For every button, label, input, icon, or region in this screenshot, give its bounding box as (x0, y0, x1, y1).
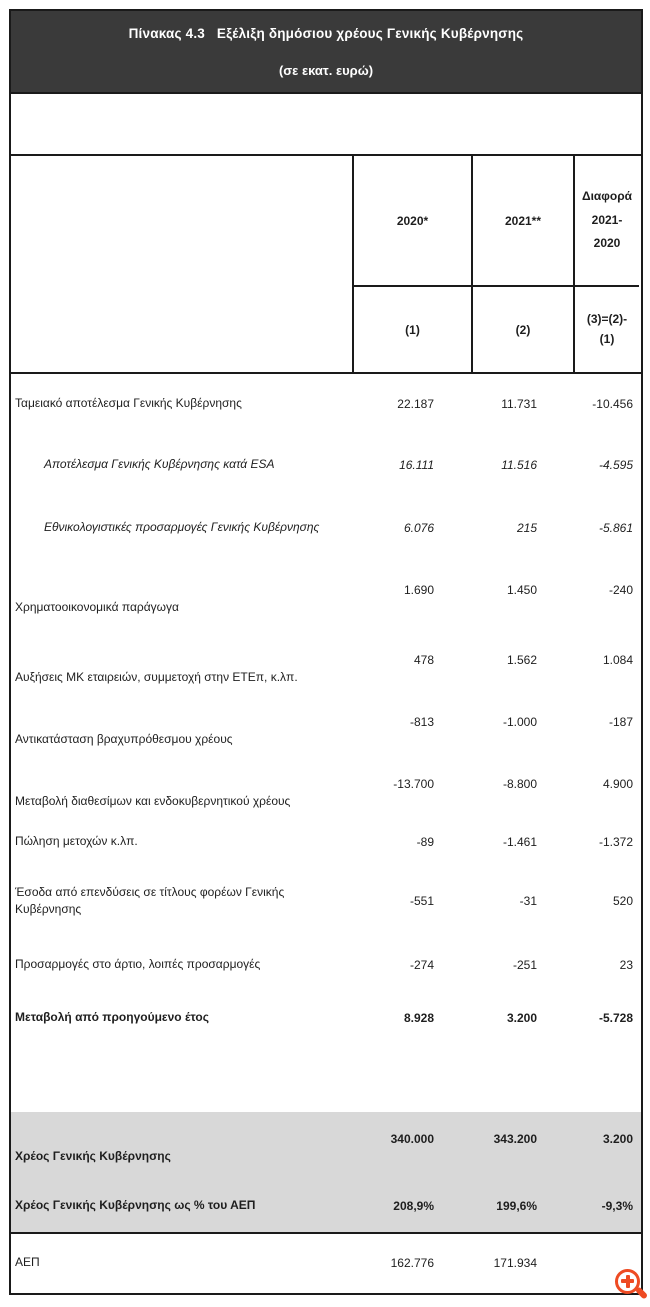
value-diff: -1.372 (598, 835, 633, 849)
blank-band (11, 94, 641, 156)
table-row: Μεταβολή διαθεσίμων και ενδοκυβερνητικού… (11, 759, 641, 822)
table-title-block: Πίνακας 4.3 Εξέλιξη δημόσιου χρέους Γενι… (11, 11, 641, 94)
header-colnum-3: (3)=(2)- (1) (573, 287, 639, 372)
value-2020: 1.690 (403, 582, 434, 597)
row-label: Χρέος Γενικής Κυβέρνησης ως % του ΑΕΠ (15, 1198, 256, 1213)
value-2021: -1.461 (502, 835, 537, 849)
value-2020: 162.776 (390, 1255, 434, 1270)
value-2020: 8.928 (403, 1010, 434, 1025)
header-colnum-2: (2) (471, 287, 573, 372)
value-2020: 22.187 (397, 397, 434, 411)
value-diff: -5.728 (598, 1010, 633, 1025)
value-diff: 4.900 (602, 776, 633, 791)
blank-spacer (11, 1045, 641, 1112)
table-row: Αυξήσεις ΜΚ εταιρειών, συμμετοχή στην ΕΤ… (11, 634, 641, 699)
row-label: Εθνικολογιστικές προσαρμογές Γενικής Κυβ… (44, 519, 320, 534)
value-diff: 23 (619, 958, 633, 972)
value-2020: -89 (416, 835, 434, 849)
value-2021: 3.200 (506, 1010, 537, 1025)
value-2020: -274 (409, 958, 434, 972)
value-2021: 199,6% (496, 1199, 537, 1213)
table-row: Πώληση μετοχών κ.λπ. -89 -1.461 -1.372 (11, 822, 641, 862)
value-diff: 1.084 (602, 652, 633, 667)
value-2020: 478 (413, 652, 434, 667)
value-2020: -551 (409, 894, 434, 908)
value-2021: -1.000 (502, 715, 537, 729)
row-label: Πώληση μετοχών κ.λπ. (15, 834, 138, 849)
value-diff: -187 (608, 715, 633, 729)
value-2021: 1.562 (506, 652, 537, 667)
value-diff: -10.456 (592, 397, 633, 411)
row-label: Χρέος Γενικής Κυβέρνησης (15, 1149, 171, 1164)
table-row-total-change: Μεταβολή από προηγούμενο έτος 8.928 3.20… (11, 990, 641, 1045)
value-2021: 11.731 (501, 397, 537, 411)
value-2020: 208,9% (393, 1199, 434, 1213)
table-row: Χρηματοοικονομικά παράγωγα 1.690 1.450 -… (11, 559, 641, 634)
table-row: Αποτέλεσμα Γενικής Κυβέρνησης κατά ESA 1… (11, 434, 641, 496)
zoom-in-icon[interactable] (612, 1264, 650, 1306)
table-row: Εθνικολογιστικές προσαρμογές Γενικής Κυβ… (11, 496, 641, 559)
table-row-gdp: ΑΕΠ 162.776 171.934 (11, 1232, 641, 1291)
row-label: Έσοδα από επενδύσεις σε τίτλους φορέων Γ… (15, 884, 285, 916)
table-row-debt-pct-gdp: Χρέος Γενικής Κυβέρνησης ως % του ΑΕΠ 20… (11, 1180, 641, 1232)
magnifier-circle (615, 1269, 640, 1294)
table-row: Έσοδα από επενδύσεις σε τίτλους φορέων Γ… (11, 862, 641, 940)
row-label: Αυξήσεις ΜΚ εταιρειών, συμμετοχή στην ΕΤ… (15, 669, 298, 684)
value-2020: 6.076 (403, 520, 434, 535)
value-2021: 171.934 (493, 1255, 537, 1270)
table-row: Αντικατάσταση βραχυπρόθεσμου χρέους -813… (11, 699, 641, 759)
plus-icon (625, 1274, 630, 1288)
header-year-2021: 2021** (471, 156, 573, 287)
value-diff: 520 (612, 894, 633, 908)
value-2020: -13.700 (393, 776, 434, 791)
value-diff: -5.861 (598, 520, 633, 535)
value-diff: -4.595 (598, 458, 633, 472)
value-2021: -31 (519, 894, 537, 908)
value-2020: -813 (409, 715, 434, 729)
header-year-2020: 2020* (352, 156, 471, 287)
row-label: Μεταβολή διαθεσίμων και ενδοκυβερνητικού… (15, 793, 291, 808)
value-2021: 11.516 (501, 458, 537, 472)
value-2021: -251 (512, 958, 537, 972)
table-row-debt: Χρέος Γενικής Κυβέρνησης 340.000 343.200… (11, 1112, 641, 1180)
value-2020: 340.000 (390, 1132, 434, 1146)
table-row: Προσαρμογές στο άρτιο, λοιπές προσαρμογέ… (11, 940, 641, 990)
column-header: 2020* 2021** Διαφορά 2021- 2020 (1) (2) … (11, 156, 641, 374)
row-label: Μεταβολή από προηγούμενο έτος (15, 1009, 209, 1024)
value-diff: 3.200 (602, 1132, 633, 1146)
table-title: Πίνακας 4.3 Εξέλιξη δημόσιου χρέους Γενι… (128, 25, 524, 41)
row-label: ΑΕΠ (15, 1254, 40, 1269)
value-diff: -240 (608, 582, 633, 597)
header-colnum-1: (1) (352, 287, 471, 372)
value-2020: 16.111 (399, 458, 434, 472)
header-diff: Διαφορά 2021- 2020 (573, 156, 639, 287)
public-debt-table: Πίνακας 4.3 Εξέλιξη δημόσιου χρέους Γενι… (9, 9, 643, 1295)
summary-section: Χρέος Γενικής Κυβέρνησης 340.000 343.200… (11, 1112, 641, 1232)
row-label: Προσαρμογές στο άρτιο, λοιπές προσαρμογέ… (15, 957, 261, 972)
value-2021: 215 (516, 520, 537, 535)
table-row: Ταμειακό αποτέλεσμα Γενικής Κυβέρνησης 2… (11, 374, 641, 434)
value-2021: 1.450 (506, 582, 537, 597)
row-label: Αποτέλεσμα Γενικής Κυβέρνησης κατά ESA (44, 457, 275, 472)
row-label: Αντικατάσταση βραχυπρόθεσμου χρέους (15, 732, 233, 747)
value-diff: -9,3% (601, 1199, 633, 1213)
value-2021: 343.200 (493, 1132, 537, 1146)
row-label: Χρηματοοικονομικά παράγωγα (15, 599, 179, 614)
row-label: Ταμειακό αποτέλεσμα Γενικής Κυβέρνησης (15, 396, 242, 411)
table-subtitle: (σε εκατ. ευρώ) (278, 62, 374, 78)
header-empty-cell (11, 156, 352, 372)
value-2021: -8.800 (502, 776, 537, 791)
